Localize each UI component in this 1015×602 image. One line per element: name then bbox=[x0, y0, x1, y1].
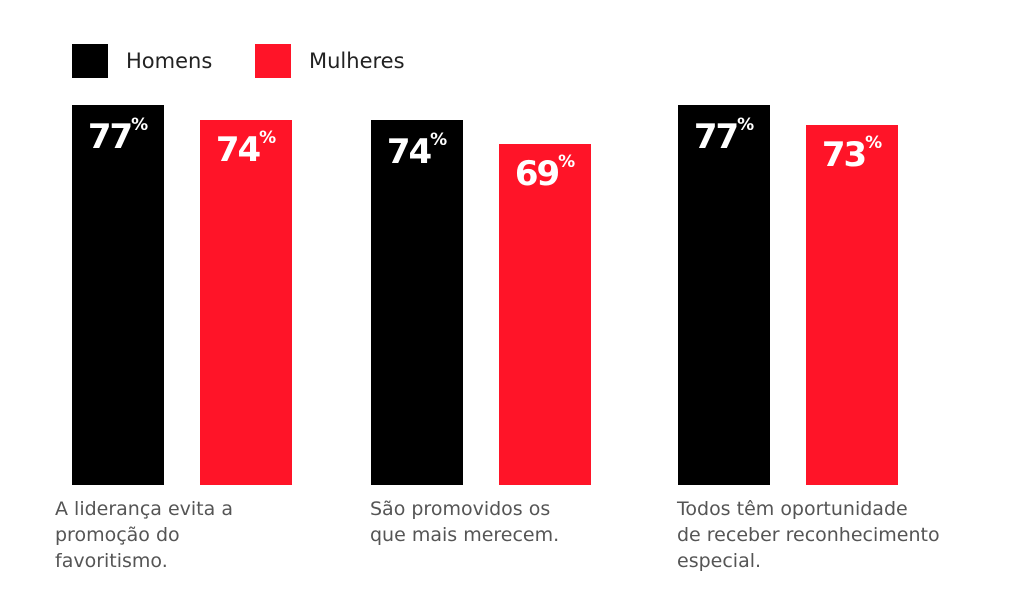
data-label: 74% bbox=[215, 127, 277, 170]
category-label-line: de receber reconhecimento bbox=[677, 524, 940, 546]
bar-homens-3: 77% bbox=[678, 105, 770, 485]
data-label: 77% bbox=[693, 115, 755, 157]
bar-homens-1: 77% bbox=[72, 105, 164, 485]
legend-label: Mulheres bbox=[309, 49, 405, 73]
legend-item-mulheres: Mulheres bbox=[255, 44, 405, 78]
percent-sign: % bbox=[131, 115, 149, 135]
category-label-1: A liderança evita a promoção do favoritism… bbox=[55, 496, 355, 574]
data-label: 77% bbox=[87, 115, 149, 157]
percent-sign: % bbox=[259, 127, 277, 148]
percent-sign: % bbox=[737, 115, 755, 135]
bar-mulheres-2: 69% bbox=[499, 144, 591, 485]
percent-sign: % bbox=[558, 152, 576, 173]
category-label-line: A liderança evita a bbox=[55, 498, 233, 520]
percent-sign: % bbox=[430, 129, 448, 150]
percent-sign: % bbox=[865, 132, 883, 153]
bar-homens-2: 74% bbox=[371, 119, 463, 485]
legend-label: Homens bbox=[126, 49, 213, 73]
category-label-line: especial. bbox=[677, 550, 762, 572]
category-label-line: que mais merecem. bbox=[370, 524, 560, 546]
legend-item-homens: Homens bbox=[72, 44, 212, 78]
category-label-line: promoção do bbox=[55, 524, 180, 546]
category-label-3: Todos têm oportunidade de receber reconhe… bbox=[677, 496, 977, 574]
category-label-line: São promovidos os bbox=[370, 498, 551, 520]
legend-swatch bbox=[255, 44, 291, 78]
category-label-line: favoritismo. bbox=[55, 550, 168, 572]
category-label-line: Todos têm oportunidade bbox=[677, 498, 908, 520]
bar-mulheres-3: 73% bbox=[806, 124, 898, 485]
data-label: 74% bbox=[386, 129, 448, 172]
data-label: 73% bbox=[821, 132, 883, 175]
data-label: 69% bbox=[514, 152, 576, 195]
category-label-2: São promovidos os que mais merecem. bbox=[370, 496, 670, 548]
legend-swatch bbox=[72, 44, 108, 78]
bar-mulheres-1: 74% bbox=[200, 119, 292, 485]
